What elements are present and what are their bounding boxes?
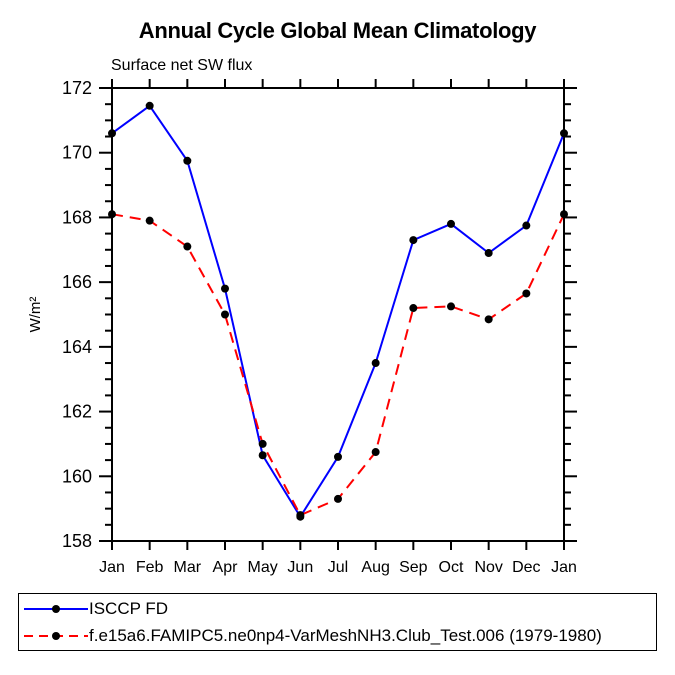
- x-tick-label: Jan: [99, 559, 125, 576]
- data-point: [484, 249, 493, 258]
- data-point: [522, 221, 531, 230]
- x-tick-label: Dec: [512, 559, 540, 576]
- x-tick-label: Feb: [136, 559, 164, 576]
- plot-frame: [111, 87, 565, 542]
- y-tick-label: 168: [62, 207, 92, 227]
- legend: ISCCP FD f.e15a6.FAMIPC5.ne0np4-VarMeshN…: [18, 593, 657, 651]
- data-point: [258, 439, 267, 448]
- legend-row-obs: ISCCP FD: [19, 597, 656, 621]
- data-point: [560, 210, 568, 219]
- y-tick-label: 172: [62, 78, 92, 98]
- x-tick-label: Aug: [361, 559, 389, 576]
- legend-row-model: f.e15a6.FAMIPC5.ne0np4-VarMeshNH3.Club_T…: [19, 624, 656, 648]
- data-point: [108, 210, 116, 219]
- y-tick-label: 164: [62, 337, 92, 357]
- x-tick-label: Jan: [551, 559, 577, 576]
- data-point: [409, 304, 418, 313]
- data-point: [371, 359, 380, 368]
- x-tick-label: Jul: [328, 559, 348, 576]
- data-point: [183, 242, 192, 251]
- data-point: [409, 236, 418, 245]
- data-point: [221, 310, 229, 319]
- y-tick-label: 158: [62, 531, 92, 551]
- data-point: [334, 452, 342, 461]
- y-tick-label: 162: [62, 402, 92, 422]
- chart-subtitle: Surface net SW flux: [111, 57, 253, 74]
- y-tick-label: 160: [62, 466, 92, 486]
- y-axis-title: W/m²: [27, 297, 44, 333]
- data-point: [221, 284, 229, 293]
- legend-label-model: f.e15a6.FAMIPC5.ne0np4-VarMeshNH3.Club_T…: [89, 625, 602, 645]
- x-tick-label: Mar: [174, 559, 202, 576]
- x-tick-label: May: [248, 559, 278, 576]
- data-point: [145, 101, 154, 110]
- data-point: [484, 315, 493, 324]
- x-tick-label: Jun: [287, 559, 313, 576]
- plot-area: 158 160 162 164 166 168 170 172 Jan Feb Mar Apr May J…: [27, 78, 577, 576]
- data-point: [522, 289, 531, 298]
- legend-solid-line-icon: [24, 604, 88, 613]
- legend-label-obs: ISCCP FD: [89, 598, 169, 618]
- data-point: [296, 511, 305, 520]
- data-point: [447, 302, 455, 311]
- data-point: [145, 216, 154, 225]
- data-point: [183, 156, 192, 165]
- data-point: [258, 451, 267, 460]
- x-tick-label: Nov: [474, 559, 502, 576]
- x-tick-label: Oct: [439, 559, 464, 576]
- x-tick-label: Sep: [399, 559, 428, 576]
- legend-dashed-line-icon: [24, 631, 88, 640]
- series-line-1: [111, 213, 565, 517]
- data-point: [371, 448, 380, 457]
- y-tick-label: 170: [62, 143, 92, 163]
- data-point: [560, 129, 568, 138]
- data-point: [334, 494, 342, 503]
- y-tick-label: 166: [62, 272, 92, 292]
- chart-title: Annual Cycle Global Mean Climatology: [138, 18, 537, 43]
- data-point: [108, 129, 116, 138]
- x-tick-label: Apr: [213, 559, 239, 576]
- data-point: [447, 219, 455, 228]
